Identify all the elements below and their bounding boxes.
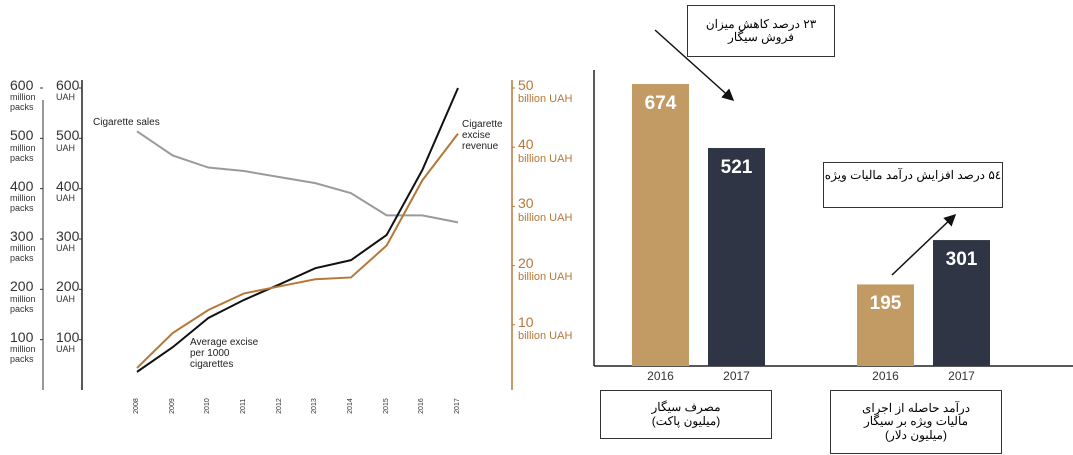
bar <box>933 240 990 366</box>
x-tick-label: 2010 <box>204 398 212 414</box>
y-tick-label: 300 million packs <box>10 228 36 264</box>
x-tick-label: 2014 <box>347 398 355 414</box>
y-tick-label: 500 UAH <box>56 127 80 153</box>
x-tick-label: 2016 <box>647 369 674 383</box>
x-tick-label: 2017 <box>454 398 462 414</box>
x-tick-label: 2016 <box>872 369 899 383</box>
line-series <box>136 87 459 373</box>
series-label: Average excise per 1000 cigarettes <box>190 337 259 370</box>
category-label: مصرف سیگار (میلیون پاکت) <box>600 390 772 439</box>
x-tick-label: 2017 <box>948 369 975 383</box>
x-tick-label: 2015 <box>382 398 390 414</box>
annotation: ۵٤ درصد افزایش درآمد مالیات ویژه <box>823 162 1003 208</box>
y-tick-label: 200 UAH <box>56 278 80 304</box>
y-tick-label: 400 UAH <box>56 177 80 204</box>
annotation: ۲۳ درصد کاهش میزان فروش سیگار <box>687 5 835 57</box>
bar <box>857 284 914 366</box>
x-tick-label: 2017 <box>723 369 750 383</box>
bar <box>708 148 765 366</box>
line-series <box>136 132 459 369</box>
x-tick-label: 2008 <box>133 398 141 414</box>
bar-value-label: 195 <box>869 293 902 315</box>
bar-value-label: 674 <box>644 93 677 114</box>
y-tick-label: 600 UAH <box>56 77 80 103</box>
bar <box>632 84 689 366</box>
line-series <box>136 130 459 224</box>
x-tick-label: 2013 <box>311 398 319 414</box>
y-tick-label: 200 million packs <box>10 278 36 314</box>
x-tick-label: 2012 <box>275 398 283 414</box>
arrow <box>654 29 735 102</box>
series-label: Cigarette sales <box>93 117 160 128</box>
y-tick-label: 500 million packs <box>10 127 36 163</box>
x-tick-label: 2016 <box>418 398 426 414</box>
x-tick-label: 2009 <box>168 398 176 414</box>
category-label: درآمد حاصله از اجرای مالیات ویژه بر سیگا… <box>830 390 1002 454</box>
y-tick-label: 100 million packs <box>10 328 36 364</box>
y2-tick-label: 20 billion UAH <box>518 254 573 283</box>
y-tick-label: 400 million packs <box>10 177 36 213</box>
arrow <box>891 213 957 276</box>
y2-tick-label: 10 billion UAH <box>518 313 573 343</box>
x-tick-label: 2011 <box>240 398 248 414</box>
y2-tick-label: 40 billion UAH <box>518 136 573 165</box>
series-label: Cigarette excise revenue <box>462 119 503 152</box>
y-tick-label: 300 UAH <box>56 228 80 254</box>
y2-tick-label: 50 billion UAH <box>518 77 573 106</box>
y2-tick-label: 30 billion UAH <box>518 195 573 224</box>
y-tick-label: 600 million packs <box>10 77 36 113</box>
bar-value-label: 301 <box>945 249 978 271</box>
y-tick-label: 100 UAH <box>56 328 80 355</box>
bar-value-label: 521 <box>720 157 753 178</box>
